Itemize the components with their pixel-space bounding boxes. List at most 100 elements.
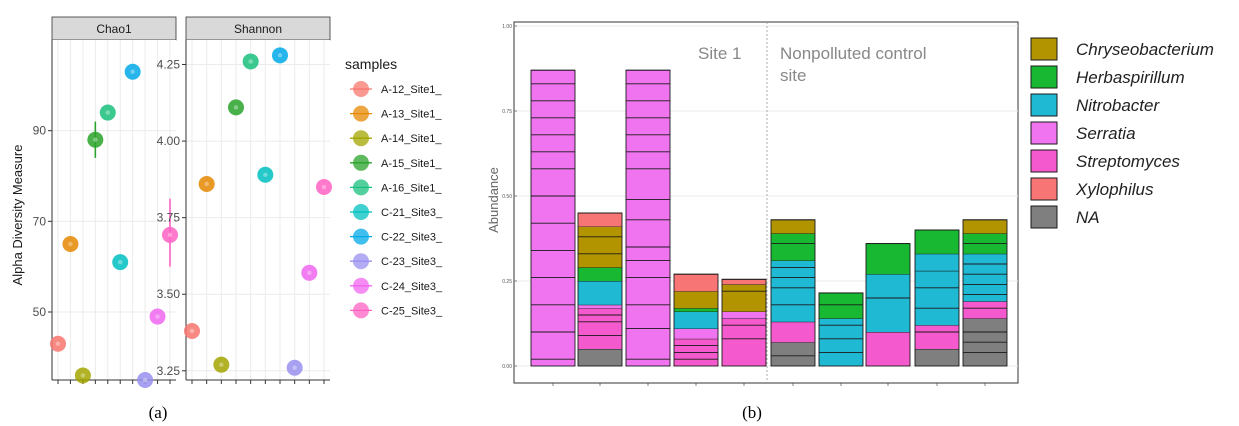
data-point-A-13_Site1_ [62, 236, 79, 252]
legend-label: C-24_Site3_ [381, 281, 443, 293]
legend-label: Herbaspirillum [1076, 68, 1185, 87]
legend-key-dot [353, 302, 369, 319]
data-point-A-16_Site1_ [99, 104, 116, 121]
y-tick-label: 90 [33, 124, 47, 138]
bar-segment-herbaspirillum [578, 267, 622, 281]
bar-7 [818, 292, 864, 386]
y-tick-label: 4.00 [157, 134, 181, 148]
bar-segment-streptomyces [963, 301, 1007, 319]
data-point-center [55, 341, 61, 346]
y-tick-label: 0.00 [502, 364, 512, 370]
data-point-A-16_Site1_ [242, 53, 259, 70]
legend-label: Chryseobacterium [1076, 40, 1214, 59]
bar-segment-chryseobacterium [722, 284, 766, 312]
data-point-center [155, 314, 160, 319]
data-point-center [167, 232, 173, 238]
data-point-center [189, 328, 195, 334]
panel-b: 0.00 0.25 0.50 0.75 1.00 Abundance Site 1 Nonpo… [486, 21, 1019, 386]
bar-outline [721, 278, 767, 367]
bar-2 [577, 212, 623, 386]
bar-segment-herbaspirillum [819, 292, 863, 319]
data-point-center [263, 172, 268, 177]
bar-segment-xylophilus [674, 274, 718, 292]
data-point-C-23_Site3_ [137, 372, 154, 388]
legend-samples: samples A-12_Site1_ A-13_Site1_ A-14_Site1_… [345, 56, 443, 319]
data-point-center [233, 105, 239, 110]
bar-outline [865, 243, 911, 367]
legend-label: NA [1076, 208, 1100, 227]
data-point-C-25_Site3_ [316, 179, 332, 196]
bar-6 [770, 219, 816, 386]
data-point-center [130, 69, 135, 74]
data-point-C-23_Site3_ [286, 359, 303, 376]
bar-9 [914, 229, 960, 386]
data-point-center [248, 59, 253, 64]
data-point-center [204, 181, 209, 187]
bar-5 [721, 278, 767, 386]
legend-key-dot [353, 179, 369, 196]
y-tick-label: 0.50 [502, 194, 512, 200]
legend-label: A-16_Site1_ [381, 182, 442, 194]
bar-segment-nitrobacter [866, 274, 910, 332]
bar-1 [530, 69, 576, 386]
legend-label: Serratia [1076, 124, 1136, 143]
y-tick-label: 0.75 [502, 109, 512, 115]
legend-key-dot [353, 130, 369, 147]
bar-outline [962, 219, 1008, 367]
legend-taxa: Chryseobacterium Herbaspirillum Nitrobacte… [1030, 37, 1214, 229]
bar-segment-serratia [578, 304, 622, 309]
legend-swatch-serratia [1030, 121, 1058, 145]
bar-segment-chryseobacterium [674, 291, 718, 309]
bar-segment-streptomyces [866, 332, 910, 366]
legend-label: A-14_Site1_ [381, 133, 442, 145]
legend-label: Nitrobacter [1076, 96, 1160, 115]
bar-segment-na [915, 349, 959, 366]
bar-segment-herbaspirillum [866, 243, 910, 275]
bar-segment-nitrobacter [915, 253, 959, 271]
bar-8 [865, 243, 911, 386]
legend-title: samples [345, 56, 397, 72]
legend-key-dot [353, 204, 369, 220]
bar-segment-herbaspirillum [771, 233, 815, 261]
data-point-A-15_Site1_ [228, 99, 244, 116]
data-point-center [105, 110, 110, 115]
data-point-center [93, 137, 98, 142]
data-point-center [118, 259, 123, 265]
y-tick-label: 4.25 [157, 58, 181, 72]
bar-outline [914, 229, 960, 367]
bar-4 [673, 273, 719, 386]
legend-label: Xylophilus [1075, 180, 1154, 199]
legend-swatch-xylophilus [1030, 177, 1058, 201]
bar-segment-serratia [722, 311, 766, 319]
legend-key-dot [353, 154, 369, 171]
data-point-A-13_Site1_ [198, 175, 215, 192]
legend-key-dot [353, 105, 369, 122]
bar-outline [673, 273, 719, 367]
legend-label: A-12_Site1_ [381, 84, 442, 96]
bar-segment-streptomyces [722, 318, 766, 366]
facet-strip-label: Shannon [234, 22, 282, 36]
legend-label: C-22_Site3_ [381, 232, 443, 244]
legend-label: C-25_Site3_ [381, 305, 443, 317]
y-tick-label: 50 [33, 305, 47, 319]
data-point-A-14_Site1_ [74, 367, 91, 384]
y-tick-label: 0.25 [502, 279, 512, 285]
data-point-A-14_Site1_ [213, 356, 230, 373]
bar-segment-nitrobacter [915, 270, 959, 326]
bar-outline [818, 292, 864, 367]
legend-key-dot [353, 228, 369, 245]
data-point-C-21_Site3_ [112, 254, 129, 271]
bar-outline [770, 219, 816, 367]
legend-label: Streptomyces [1076, 152, 1180, 171]
bar-segment-serratia [626, 70, 670, 366]
bar-segment-herbaspirillum [674, 308, 718, 312]
bar-segment-chryseobacterium [963, 219, 1007, 234]
data-point-A-12_Site1_ [184, 322, 200, 339]
legend-label: C-21_Site3_ [381, 207, 443, 219]
bar-segment-streptomyces [915, 325, 959, 349]
bar-segment-nitrobacter [674, 311, 718, 329]
data-point-C-22_Site3_ [272, 47, 288, 64]
y-axis-title: Abundance [486, 167, 501, 233]
legend-swatch-chryseobacterium [1030, 37, 1058, 61]
